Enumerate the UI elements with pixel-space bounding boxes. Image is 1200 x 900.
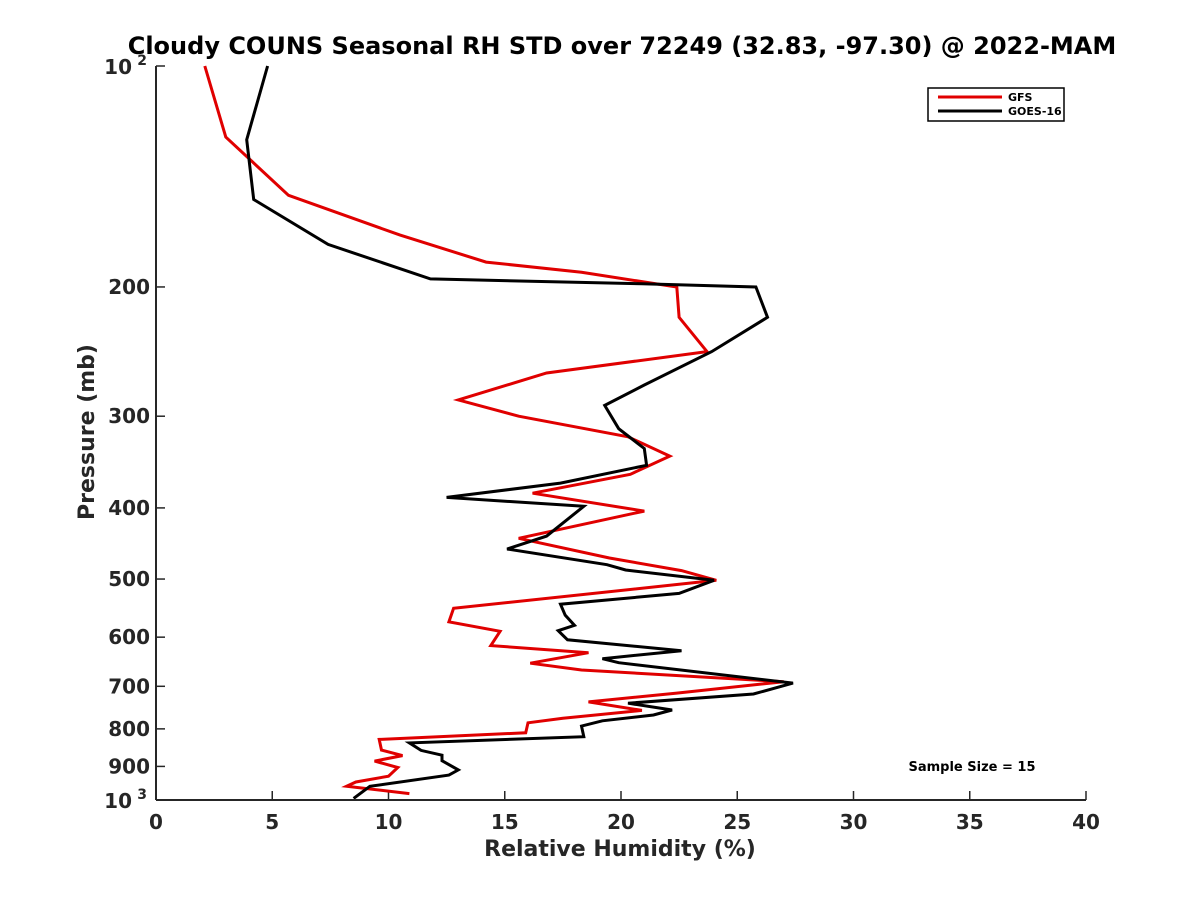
legend-label-gfs: GFS bbox=[1008, 91, 1033, 104]
x-tick-label: 5 bbox=[265, 810, 279, 834]
y-tick-exponent: 3 bbox=[137, 787, 147, 803]
x-tick-label: 30 bbox=[840, 810, 868, 834]
x-tick-label: 25 bbox=[723, 810, 751, 834]
legend-label-goes16: GOES-16 bbox=[1008, 105, 1062, 118]
y-tick-base: 10 bbox=[104, 789, 132, 813]
x-axis-label: Relative Humidity (%) bbox=[484, 837, 756, 862]
legend: GFS GOES-16 bbox=[927, 87, 1065, 122]
series-line-goes16 bbox=[245, 65, 794, 800]
series-line-gfs bbox=[203, 65, 784, 796]
y-tick-label: 700 bbox=[108, 674, 150, 698]
x-tick-label: 10 bbox=[375, 810, 403, 834]
axes bbox=[155, 66, 1086, 801]
x-tick-label: 20 bbox=[607, 810, 635, 834]
y-tick-label: 300 bbox=[108, 404, 150, 428]
x-tick-label: 0 bbox=[149, 810, 163, 834]
series-lines bbox=[203, 65, 794, 800]
y-tick-label: 600 bbox=[108, 625, 150, 649]
y-tick-label: 400 bbox=[108, 496, 150, 520]
y-axis-label: Pressure (mb) bbox=[75, 344, 100, 520]
sample-size-annotation: Sample Size = 15 bbox=[908, 760, 1035, 775]
x-tick-label: 15 bbox=[491, 810, 519, 834]
y-tick-label: 900 bbox=[108, 754, 150, 778]
chart-title: Cloudy COUNS Seasonal RH STD over 72249 … bbox=[128, 32, 1117, 60]
x-tick-label: 40 bbox=[1072, 810, 1100, 834]
y-tick-base: 10 bbox=[104, 55, 132, 79]
y-tick-label: 200 bbox=[108, 275, 150, 299]
legend-box bbox=[927, 87, 1065, 122]
y-tick-exponent: 2 bbox=[137, 53, 147, 69]
axis-ticks: 0 5 10 15 20 25 30 35 40 200 300 400 500 600 700 800 900… bbox=[104, 53, 1100, 834]
y-tick-label: 800 bbox=[108, 717, 150, 741]
x-tick-label: 35 bbox=[956, 810, 984, 834]
y-tick-label: 500 bbox=[108, 567, 150, 591]
